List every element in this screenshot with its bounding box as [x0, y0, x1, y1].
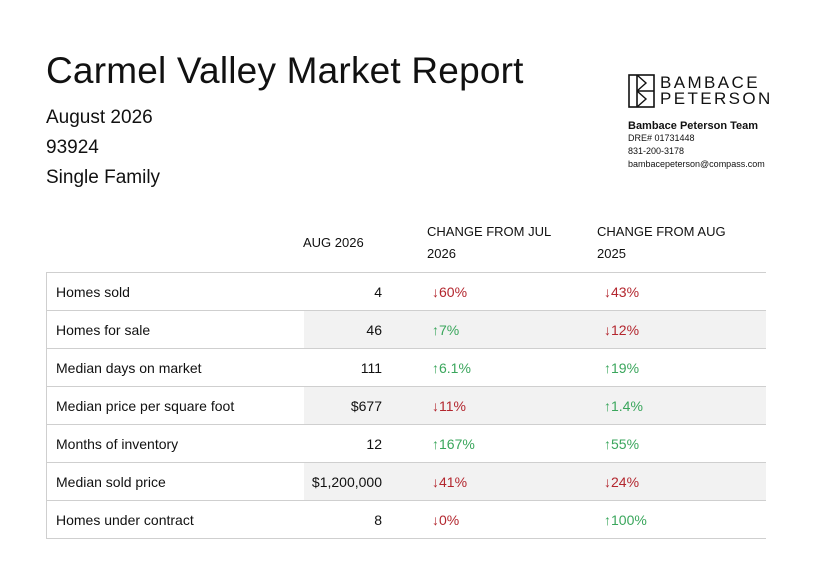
- report-property-type: Single Family: [46, 167, 161, 188]
- table-row: Median price per square foot $677 ↓11% ↑…: [46, 386, 766, 425]
- row-value: 12: [304, 424, 402, 463]
- row-change-yoy: ↑1.4%: [602, 386, 766, 425]
- row-label: Median price per square foot: [46, 386, 304, 425]
- page-title: Carmel Valley Market Report: [46, 50, 524, 91]
- header-mom-line-2: 2026: [427, 246, 456, 261]
- row-label: Months of inventory: [46, 424, 304, 463]
- row-change-yoy: ↑100%: [602, 500, 766, 539]
- row-change-yoy: ↑19%: [602, 348, 766, 387]
- header-current: AUG 2026: [303, 235, 364, 250]
- dre-number: DRE# 01731448: [628, 133, 695, 143]
- row-value: 4: [304, 272, 402, 311]
- row-change-mom: ↓11%: [402, 386, 602, 425]
- logo-line-1: BAMBACE: [660, 72, 760, 92]
- row-value: 46: [304, 310, 402, 349]
- row-label: Median days on market: [46, 348, 304, 387]
- table-row: Homes under contract 8 ↓0% ↑100%: [46, 500, 766, 539]
- table-row: Median sold price $1,200,000 ↓41% ↓24%: [46, 462, 766, 501]
- email-address: bambacepeterson@compass.com: [628, 159, 765, 169]
- phone-number: 831-200-3178: [628, 146, 685, 156]
- row-value: 8: [304, 500, 402, 539]
- row-change-mom: ↑7%: [402, 310, 602, 349]
- header-mom: CHANGE FROM JUL 2026: [427, 221, 551, 265]
- row-change-mom: ↓0%: [402, 500, 602, 539]
- logo-line-2: PETERSON: [660, 89, 773, 108]
- header-mom-line-1: CHANGE FROM JUL: [427, 224, 552, 239]
- table-row: Homes for sale 46 ↑7% ↓12%: [46, 310, 766, 349]
- header-yoy: CHANGE FROM AUG 2025: [597, 221, 726, 265]
- row-label: Homes under contract: [46, 500, 304, 539]
- logo: BAMBACE PETERSON: [628, 74, 773, 108]
- row-label: Homes sold: [46, 272, 304, 311]
- header-yoy-line-1: CHANGE FROM AUG: [597, 224, 726, 239]
- report-zip: 93924: [46, 137, 99, 158]
- table-row: Months of inventory 12 ↑167% ↑55%: [46, 424, 766, 463]
- header-yoy-line-2: 2025: [597, 246, 626, 261]
- row-change-mom: ↑6.1%: [402, 348, 602, 387]
- row-value: 111: [304, 348, 402, 387]
- row-change-mom: ↑167%: [402, 424, 602, 463]
- row-change-yoy: ↓43%: [602, 272, 766, 311]
- row-label: Median sold price: [46, 462, 304, 501]
- row-change-yoy: ↑55%: [602, 424, 766, 463]
- row-value: $1,200,000: [304, 462, 402, 501]
- row-change-yoy: ↓24%: [602, 462, 766, 501]
- team-name: Bambace Peterson Team: [628, 120, 759, 132]
- report-period: August 2026: [46, 107, 153, 128]
- row-value: $677: [304, 386, 402, 425]
- row-label: Homes for sale: [46, 310, 304, 349]
- market-table: Homes sold 4 ↓60% ↓43% Homes for sale 46…: [46, 272, 766, 539]
- logo-mark-icon: [628, 74, 655, 108]
- row-change-yoy: ↓12%: [602, 310, 766, 349]
- row-change-mom: ↓41%: [402, 462, 602, 501]
- brand-block: BAMBACE PETERSON Bambace Peterson Team D…: [628, 74, 773, 171]
- row-change-mom: ↓60%: [402, 272, 602, 311]
- table-row: Median days on market 111 ↑6.1% ↑19%: [46, 348, 766, 387]
- table-row: Homes sold 4 ↓60% ↓43%: [46, 272, 766, 311]
